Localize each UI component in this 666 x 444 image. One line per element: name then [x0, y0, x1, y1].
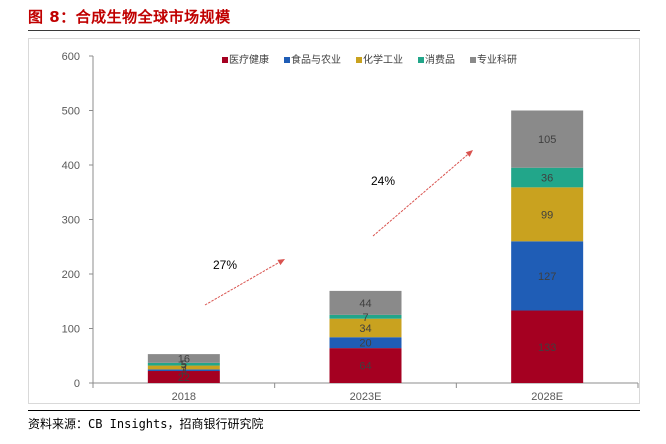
value-label-food-agriculture-2023e: 20 [359, 338, 371, 350]
value-label-consumer-goods-2028e: 36 [541, 173, 553, 185]
y-tick-label: 100 [62, 324, 80, 336]
growth-arrow-line [372, 154, 469, 237]
legend-item-professional-research: 专业科研 [470, 53, 517, 66]
bar-food-agriculture-2023e [329, 337, 402, 349]
value-label-consumer-goods-2023e: 7 [362, 312, 368, 324]
x-tick-label: 2028E [531, 391, 563, 403]
y-tick-label: 300 [62, 215, 80, 227]
bar-food-agriculture-2018 [147, 369, 220, 372]
legend-label: 消费品 [425, 53, 455, 66]
legend-item-food-agriculture: 食品与农业 [284, 53, 341, 66]
bar-stack-2023e: 64 20 347 44 [329, 290, 402, 383]
value-label-professional-research-2023e: 44 [359, 298, 371, 310]
arrowhead-icon [465, 150, 473, 157]
legend-item-healthcare: 医疗健康 [222, 53, 269, 66]
legend-swatch [470, 57, 476, 63]
value-label-professional-research-2028e: 105 [538, 134, 556, 146]
legend-label: 化学工业 [363, 53, 403, 66]
bar-chemical-industry-2018 [147, 365, 220, 370]
value-label-healthcare-2018: 22 [178, 372, 190, 384]
legend-item-consumer-goods: 消费品 [418, 53, 455, 66]
growth-arrow-line [204, 262, 280, 306]
source-rule [28, 410, 640, 411]
value-label-healthcare-2028e: 133 [538, 342, 556, 354]
bar-healthcare-2028e [511, 310, 584, 383]
x-tick-label: 2018 [172, 391, 196, 403]
arrowhead-icon [277, 259, 285, 266]
x-tick-label: 2023E [350, 391, 382, 403]
bar-chemical-industry-2028e [511, 187, 584, 242]
bar-food-agriculture-2028e [511, 241, 584, 311]
bar-healthcare-2023e [329, 348, 402, 383]
legend-swatch [418, 57, 424, 63]
bar-consumer-goods-2023e [329, 314, 402, 319]
legend-swatch [356, 57, 362, 63]
legend-label: 食品与农业 [291, 53, 341, 66]
growth-rate-label: 27% [213, 258, 237, 272]
legend-label: 专业科研 [477, 53, 517, 66]
legend-item-chemical-industry: 化学工业 [356, 53, 403, 66]
figure-title: 图 8：合成生物全球市场规模 [28, 8, 231, 26]
value-label-chemical-industry-2023e: 34 [359, 323, 371, 335]
bar-stack-2028e: 133 127 99 36 105 [511, 110, 584, 383]
y-tick-label: 0 [74, 378, 80, 390]
bar-healthcare-2018 [147, 371, 220, 383]
bar-professional-research-2023e [329, 290, 402, 315]
legend-swatch [222, 57, 228, 63]
value-label-chemical-industry-2018: 7 [181, 362, 187, 374]
value-label-consumer-goods-2018: 5 [181, 359, 187, 371]
legend-swatch [284, 57, 290, 63]
plot-area: 0100200300400500600223751620186420347442… [62, 51, 639, 403]
value-label-food-agriculture-2028e: 127 [538, 271, 556, 283]
legend-label: 医疗健康 [229, 53, 269, 66]
bar-professional-research-2028e [511, 110, 584, 168]
value-label-chemical-industry-2028e: 99 [541, 209, 553, 221]
y-tick-label: 400 [62, 160, 80, 172]
bar-chemical-industry-2023e [329, 318, 402, 338]
source-note: 资料来源：CB Insights，招商银行研究院 [28, 417, 264, 431]
bar-consumer-goods-2028e [511, 167, 584, 188]
value-label-food-agriculture-2018: 3 [181, 365, 187, 377]
growth-annotation-2023e-2028e: 24% [371, 150, 473, 237]
bar-consumer-goods-2018 [147, 362, 220, 366]
chart-frame [28, 38, 640, 404]
y-tick-label: 600 [62, 51, 80, 63]
value-label-healthcare-2023e: 64 [359, 361, 371, 373]
bar-professional-research-2018 [147, 354, 220, 363]
y-tick-label: 500 [62, 106, 80, 118]
title-rule [28, 30, 640, 31]
value-label-professional-research-2018: 16 [178, 353, 190, 365]
growth-annotation-2018-2023e: 27% [204, 258, 285, 306]
growth-rate-label: 24% [371, 174, 395, 188]
y-tick-label: 200 [62, 269, 80, 281]
legend: 医疗健康 食品与农业 化学工业 消费品 专业科研 [222, 53, 517, 66]
